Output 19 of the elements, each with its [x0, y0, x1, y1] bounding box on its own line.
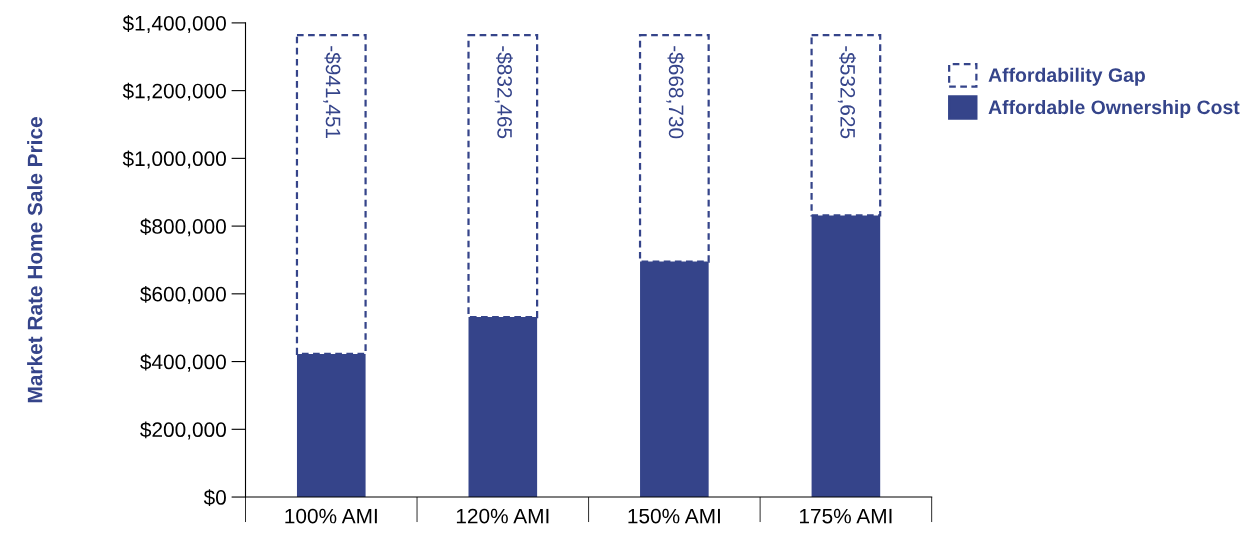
y-tick-label: $0: [203, 489, 226, 507]
data-label: -$668,730: [666, 46, 685, 139]
y-tick-label: $1,400,000: [122, 15, 226, 34]
x-tick-label: 100% AMI: [285, 508, 377, 524]
legend-label: Affordability Gap: [988, 67, 1145, 86]
data-label: -$532,625: [837, 46, 856, 139]
x-tick-label: 175% AMI: [800, 508, 892, 524]
y-axis-title: Market Rate Home Sale Price: [27, 117, 43, 403]
data-label: -$832,465: [494, 46, 513, 139]
x-tick-label: 150% AMI: [628, 508, 720, 524]
x-tick-label: 120% AMI: [456, 508, 549, 524]
y-tick-label: $1,000,000: [122, 150, 226, 169]
y-tick-label: $1,200,000: [122, 82, 226, 101]
y-tick-label: $400,000: [140, 353, 226, 372]
y-tick-label: $600,000: [140, 285, 226, 305]
y-tick-label: $800,000: [140, 218, 226, 237]
data-label: -$941,451: [323, 46, 342, 139]
y-tick-label: $200,000: [140, 421, 226, 440]
legend-label: Affordable Ownership Cost: [988, 99, 1240, 119]
